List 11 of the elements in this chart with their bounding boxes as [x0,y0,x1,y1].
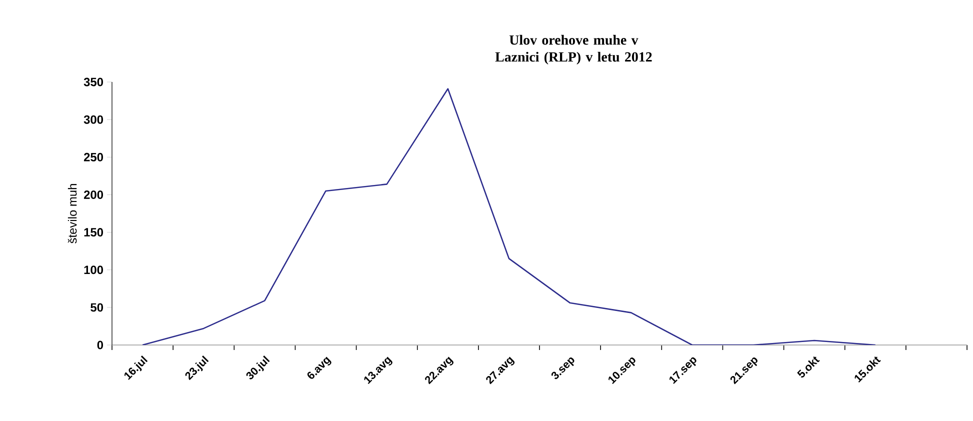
y-tick-label: 150 [84,228,104,237]
y-tick-label: 200 [84,190,104,199]
y-tick-label: 350 [84,78,104,86]
y-tick-label: 250 [84,152,104,162]
y-axis-title: število muh [68,184,77,244]
line-series [142,88,876,345]
chart-title: Ulov orehove muhe v Laznici (RLP) v letu 2012 [495,34,652,64]
y-tick-label: 0 [97,340,104,350]
y-tick-label: 300 [84,115,104,124]
y-tick-label: 50 [90,303,104,312]
y-tick-label: 100 [84,266,104,274]
